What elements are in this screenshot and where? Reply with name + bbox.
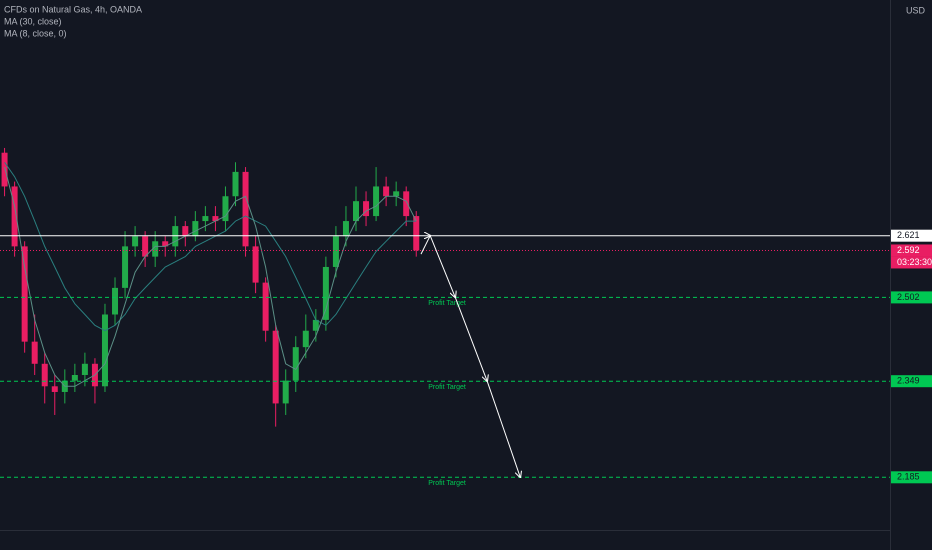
- target-label: 2.502: [897, 292, 920, 302]
- candle-body: [192, 221, 199, 237]
- target-label-bg: [891, 291, 932, 304]
- candle-body: [101, 314, 108, 387]
- candle-body: [363, 201, 370, 217]
- candle-body: [152, 241, 159, 257]
- candle-body: [353, 201, 359, 222]
- price-line-label: 2.621: [897, 230, 920, 240]
- chart-title: CFDs on Natural Gas, 4h, OANDA: [4, 4, 142, 14]
- legend-entry: MA (30, close): [4, 16, 62, 26]
- candle-body: [332, 236, 339, 267]
- ma-line: [4, 166, 417, 387]
- countdown-label: 03:23:30: [897, 257, 932, 267]
- target-annotation: Profit Target: [428, 384, 466, 391]
- candle-body: [51, 386, 58, 392]
- candle-body: [142, 236, 149, 257]
- target-label: 2.349: [897, 376, 920, 386]
- candle-body: [1, 152, 8, 187]
- candle-body: [242, 171, 249, 247]
- target-annotation: Profit Target: [428, 480, 466, 487]
- candle-body: [312, 319, 319, 331]
- candle-body: [272, 330, 279, 404]
- candle-body: [112, 287, 119, 315]
- candle-body: [122, 246, 129, 288]
- axes: 2.621 2.592 03:23:30 2.502 2.349 2.185: [891, 229, 932, 484]
- last-price-label: 2.592: [897, 245, 920, 255]
- target-label-bg: [891, 375, 932, 388]
- candle-body: [413, 216, 420, 251]
- candle-body: [212, 216, 219, 222]
- candle-body: [31, 341, 38, 364]
- candle-body: [232, 171, 239, 197]
- target-annotation: Profit Target: [428, 300, 466, 307]
- candle-body: [11, 186, 18, 247]
- candle-body: [41, 363, 48, 387]
- countdown-label-bg: [891, 256, 932, 269]
- candle-body: [342, 221, 349, 237]
- legend-entry: MA (8, close, 0): [4, 28, 67, 38]
- candle-body: [71, 374, 78, 381]
- candle-body: [292, 347, 299, 381]
- candle-body: [322, 266, 329, 320]
- candle-body: [182, 226, 189, 237]
- projection-arrow: [420, 236, 520, 478]
- candle-body: [172, 226, 179, 247]
- candle-body: [162, 241, 169, 247]
- plot: Profit Target Profit Target Profit Target: [0, 147, 890, 487]
- target-label: 2.185: [897, 472, 920, 482]
- candle-body: [262, 282, 269, 331]
- candle-body: [202, 216, 209, 222]
- candle-body: [222, 196, 229, 222]
- currency-label: USD: [906, 5, 926, 15]
- candle-body: [132, 236, 139, 247]
- candle-body: [21, 246, 28, 342]
- candle-body: [403, 191, 410, 217]
- price-line-label-bg: [891, 229, 932, 242]
- candle-body: [252, 246, 259, 283]
- last-price-label-bg: [891, 244, 932, 257]
- candle-body: [383, 186, 390, 197]
- ma-line: [4, 162, 417, 332]
- candle-body: [282, 380, 289, 404]
- candle-body: [373, 186, 380, 217]
- candle-body: [81, 363, 88, 375]
- candle-body: [302, 330, 309, 348]
- candle-body: [393, 191, 400, 197]
- target-label-bg: [891, 471, 932, 484]
